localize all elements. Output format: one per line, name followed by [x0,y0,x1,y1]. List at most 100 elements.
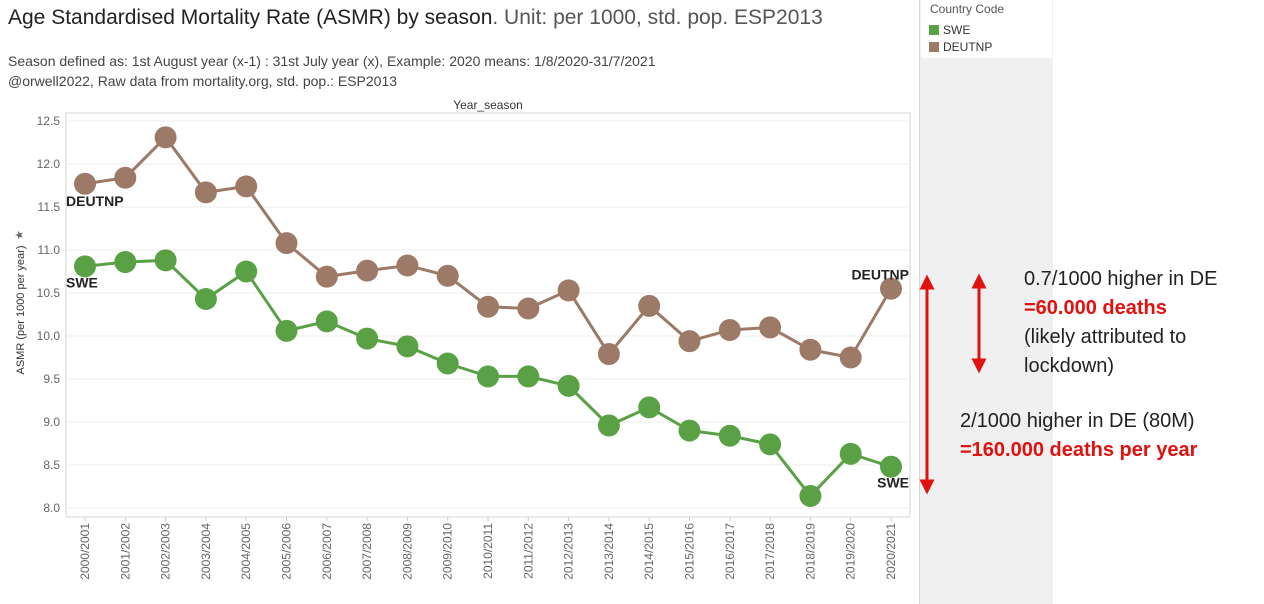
x-tick-label: 2005/2006 [280,523,294,580]
legend-label-deutnp: DEUTNP [943,40,993,54]
data-point-deutnp [477,295,499,318]
x-tick-label: 2015/2016 [683,523,697,580]
x-tick-label: 2002/2003 [159,523,173,580]
legend: Country Code SWE DEUTNP [921,0,1052,58]
y-tick-label: 10.5 [37,286,61,300]
y-tick-label: 9.5 [43,372,60,386]
chart-header-year-season: Year_season [453,98,523,112]
annotation-a1-line2: =60.000 deaths [1024,297,1167,319]
chart-subtitle-season: Season defined as: 1st August year (x-1)… [8,53,656,69]
data-point-swe [678,419,701,442]
data-point-swe [74,255,96,278]
data-point-deutnp [235,175,258,198]
x-tick-label: 2006/2007 [320,523,334,580]
data-point-deutnp [638,294,661,317]
x-tick-label: 2014/2015 [642,523,656,580]
y-tick-label: 10.0 [37,329,61,343]
data-point-deutnp [396,254,419,277]
data-point-deutnp [436,264,459,287]
data-point-swe [356,327,379,350]
data-point-deutnp [799,338,822,361]
legend-item-deutnp[interactable]: DEUTNP [929,40,992,54]
annotation-a2-line1: 2/1000 higher in DE (80M) [960,410,1195,432]
x-tick-label: 2000/2001 [78,523,92,580]
data-point-swe [235,260,258,283]
data-point-deutnp [356,259,379,282]
x-tick-label: 2016/2017 [723,523,737,580]
legend-swatch-deutnp [929,42,939,52]
legend-title: Country Code [930,2,1005,16]
legend-label-swe: SWE [943,23,971,37]
data-point-deutnp [194,181,217,204]
data-point-deutnp [759,316,782,339]
data-point-swe [759,433,782,456]
x-tick-label: 2007/2008 [360,523,374,580]
series-end-label-deutnp: DEUTNP [851,267,909,283]
line-chart: 8.0 8.5 9.0 9.5 10.0 10.5 11.0 11.5 12.0 12.5 2000… [13,98,911,580]
legend-swatch-swe [929,25,939,35]
data-point-deutnp [275,232,298,255]
annotation-a1-line4: lockdown) [1024,355,1115,377]
data-point-swe [436,352,459,375]
data-point-swe [194,288,217,311]
y-tick-label: 11.0 [38,243,61,257]
x-tick-label: 2001/2002 [118,523,132,580]
data-point-deutnp [517,297,540,320]
x-tick-label: 2004/2005 [239,523,253,580]
series-end-label-swe: SWE [877,475,909,491]
data-point-swe [315,310,338,333]
annotation-a1-line3: (likely attributed to [1024,326,1187,348]
data-point-swe [799,484,822,507]
x-tick-label: 2018/2019 [803,523,817,580]
data-point-deutnp [557,279,580,302]
x-tick-label: 2008/2009 [400,523,414,580]
x-tick-label: 2019/2020 [844,523,858,580]
annotation-a1-line1: 0.7/1000 higher in DE [1024,268,1218,290]
data-point-swe [638,396,661,419]
y-axis-pin-icon: ★ [13,230,26,240]
data-point-swe [396,335,419,358]
data-point-swe [154,249,177,272]
data-point-swe [718,424,741,447]
x-tick-label: 2012/2013 [562,523,576,580]
x-tick-label: 2011/2012 [521,523,535,579]
data-point-swe [477,365,499,388]
y-axis-label: ASMR (per 1000 per year) [15,246,27,375]
data-point-swe [597,414,620,437]
data-point-deutnp [839,346,862,369]
y-tick-label: 11.5 [38,200,61,214]
data-point-swe [839,442,862,465]
y-tick-label: 12.5 [37,114,61,128]
x-tick-label: 2003/2004 [199,523,213,580]
data-point-swe [557,374,580,397]
x-tick-label: 2010/2011 [481,523,495,579]
chart-title-main: Age Standardised Mortality Rate (ASMR) b… [8,6,493,29]
series-start-label-deutnp: DEUTNP [66,193,124,209]
legend-item-swe[interactable]: SWE [929,23,970,37]
data-point-swe [114,251,137,274]
data-point-deutnp [154,126,177,149]
data-point-deutnp [74,172,96,195]
y-tick-label: 12.0 [37,157,61,171]
chart-subtitle-source: @orwell2022, Raw data from mortality.org… [8,73,398,89]
x-tick-label: 2020/2021 [884,523,898,580]
chart-title: Age Standardised Mortality Rate (ASMR) b… [8,6,823,30]
data-point-deutnp [114,166,137,189]
data-point-swe [517,365,540,388]
data-point-deutnp [315,265,338,288]
data-point-deutnp [880,277,902,300]
y-tick-label: 9.0 [43,415,60,429]
y-tick-label: 8.0 [43,501,60,515]
series-start-label-swe: SWE [66,274,98,290]
y-tick-label: 8.5 [43,458,60,472]
x-tick-label: 2009/2010 [441,523,455,580]
chart-title-unit: . Unit: per 1000, std. pop. ESP2013 [492,6,823,29]
data-point-deutnp [718,318,741,341]
data-point-deutnp [597,343,620,366]
annotation-a2-line2: =160.000 deaths per year [960,439,1198,461]
data-point-swe [275,319,298,342]
data-point-deutnp [678,330,701,353]
x-tick-label: 2013/2014 [602,523,616,580]
data-point-swe [880,455,902,478]
